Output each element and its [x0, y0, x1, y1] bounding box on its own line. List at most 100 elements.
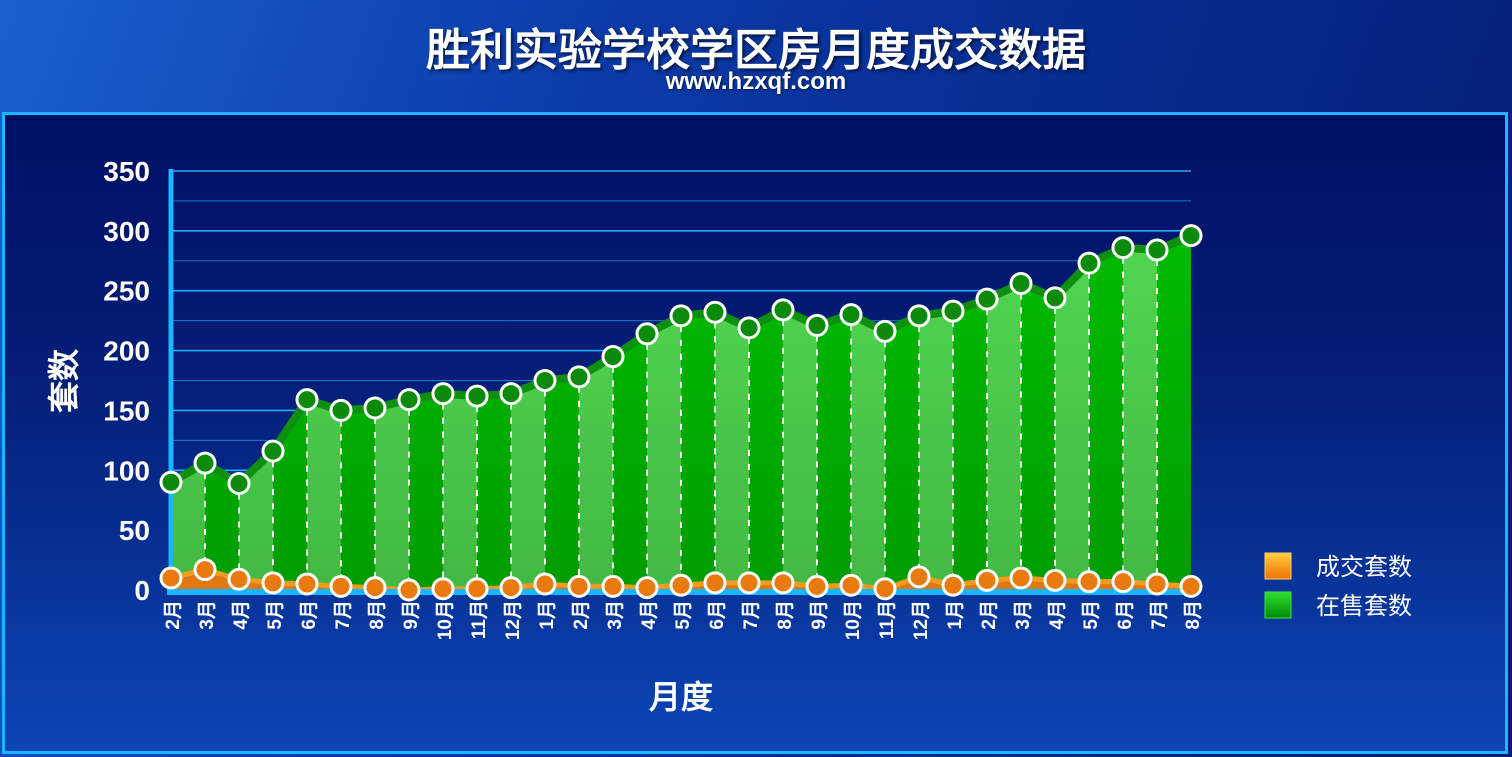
x-tick-label: 3月 [197, 600, 218, 630]
x-tick-label: 3月 [605, 600, 626, 630]
x-tick-label: 5月 [265, 600, 286, 630]
point-on-sale [295, 388, 319, 412]
point-deals [1077, 570, 1101, 594]
point-on-sale [771, 298, 795, 322]
chart-subtitle: www.hzxqf.com [665, 68, 847, 95]
point-on-sale [193, 451, 217, 475]
point-on-sale [737, 316, 761, 340]
point-on-sale [1111, 236, 1135, 260]
x-tick-label: 7月 [1149, 600, 1170, 630]
x-tick-label: 11月 [469, 600, 490, 639]
y-tick-label: 350 [103, 156, 150, 187]
point-deals [1009, 566, 1033, 590]
point-deals [1145, 572, 1169, 596]
point-on-sale [601, 345, 625, 369]
legend-swatch [1264, 591, 1292, 619]
point-deals [703, 571, 727, 595]
x-tick-label: 11月 [877, 600, 898, 639]
point-on-sale [397, 388, 421, 412]
x-tick-label: 5月 [1081, 600, 1102, 630]
x-tick-label: 7月 [741, 600, 762, 630]
x-tick-label: 1月 [537, 600, 558, 630]
point-on-sale [465, 384, 489, 408]
point-deals [941, 573, 965, 597]
point-on-sale [431, 382, 455, 406]
point-on-sale [1043, 286, 1067, 310]
y-tick-label: 250 [103, 276, 150, 307]
x-tick-label: 3月 [1013, 600, 1034, 630]
point-on-sale [669, 304, 693, 328]
point-deals [363, 576, 387, 600]
point-on-sale [907, 304, 931, 328]
point-on-sale [227, 471, 251, 495]
x-tick-label: 8月 [775, 600, 796, 630]
x-tick-label: 2月 [571, 600, 592, 630]
point-on-sale [805, 313, 829, 337]
y-tick-label: 150 [103, 395, 150, 426]
point-deals [635, 576, 659, 600]
point-deals [465, 577, 489, 601]
point-on-sale [839, 303, 863, 327]
y-axis-title: 套数 [45, 348, 83, 413]
point-deals [737, 571, 761, 595]
point-deals [601, 574, 625, 598]
point-deals [431, 577, 455, 601]
x-tick-label: 9月 [401, 600, 422, 630]
point-on-sale [1009, 272, 1033, 296]
point-on-sale [533, 369, 557, 392]
x-tick-label: 2月 [163, 600, 184, 630]
point-on-sale [363, 396, 387, 420]
point-deals [907, 565, 931, 589]
series-area-deals [171, 569, 1191, 590]
point-on-sale [635, 322, 659, 346]
point-deals [159, 566, 183, 590]
x-tick-label: 2月 [979, 600, 1000, 630]
point-deals [499, 576, 523, 600]
point-on-sale [567, 365, 591, 389]
point-on-sale [1179, 224, 1203, 248]
point-deals [669, 573, 693, 597]
y-tick-label: 50 [119, 515, 150, 546]
point-on-sale [261, 439, 285, 463]
x-tick-label: 4月 [639, 600, 660, 630]
point-deals [1043, 568, 1067, 592]
point-deals [839, 573, 863, 597]
legend-label: 成交套数 [1316, 553, 1412, 581]
point-deals [1179, 574, 1203, 598]
point-deals [805, 574, 829, 598]
point-on-sale [975, 287, 999, 311]
x-tick-label: 4月 [1047, 600, 1068, 630]
x-tick-label: 5月 [673, 600, 694, 630]
point-deals [1111, 570, 1135, 594]
point-deals [975, 568, 999, 592]
y-tick-label: 200 [103, 336, 150, 367]
point-on-sale [873, 319, 897, 343]
x-axis-title: 月度 [649, 678, 713, 716]
x-tick-label: 10月 [843, 600, 864, 640]
point-deals [227, 567, 251, 591]
point-deals [771, 571, 795, 595]
y-tick-label: 300 [103, 216, 150, 247]
point-deals [193, 558, 217, 582]
x-tick-label: 6月 [299, 600, 320, 630]
point-deals [873, 577, 897, 601]
point-on-sale [703, 300, 727, 324]
x-tick-label: 10月 [435, 600, 456, 640]
y-tick-label: 100 [103, 455, 150, 486]
x-tick-label: 8月 [1183, 600, 1204, 630]
x-tick-label: 6月 [707, 600, 728, 630]
point-on-sale [1077, 251, 1101, 275]
y-tick-label: 0 [134, 575, 150, 606]
x-tick-label: 1月 [945, 600, 966, 630]
x-tick-label: 4月 [231, 600, 252, 630]
x-tick-label: 12月 [911, 600, 932, 640]
x-tick-label: 7月 [333, 600, 354, 630]
point-on-sale [329, 398, 353, 422]
x-tick-label: 8月 [367, 600, 388, 630]
point-on-sale [1145, 238, 1169, 262]
legend-swatch [1264, 552, 1292, 580]
point-deals [295, 572, 319, 596]
point-deals [567, 574, 591, 598]
